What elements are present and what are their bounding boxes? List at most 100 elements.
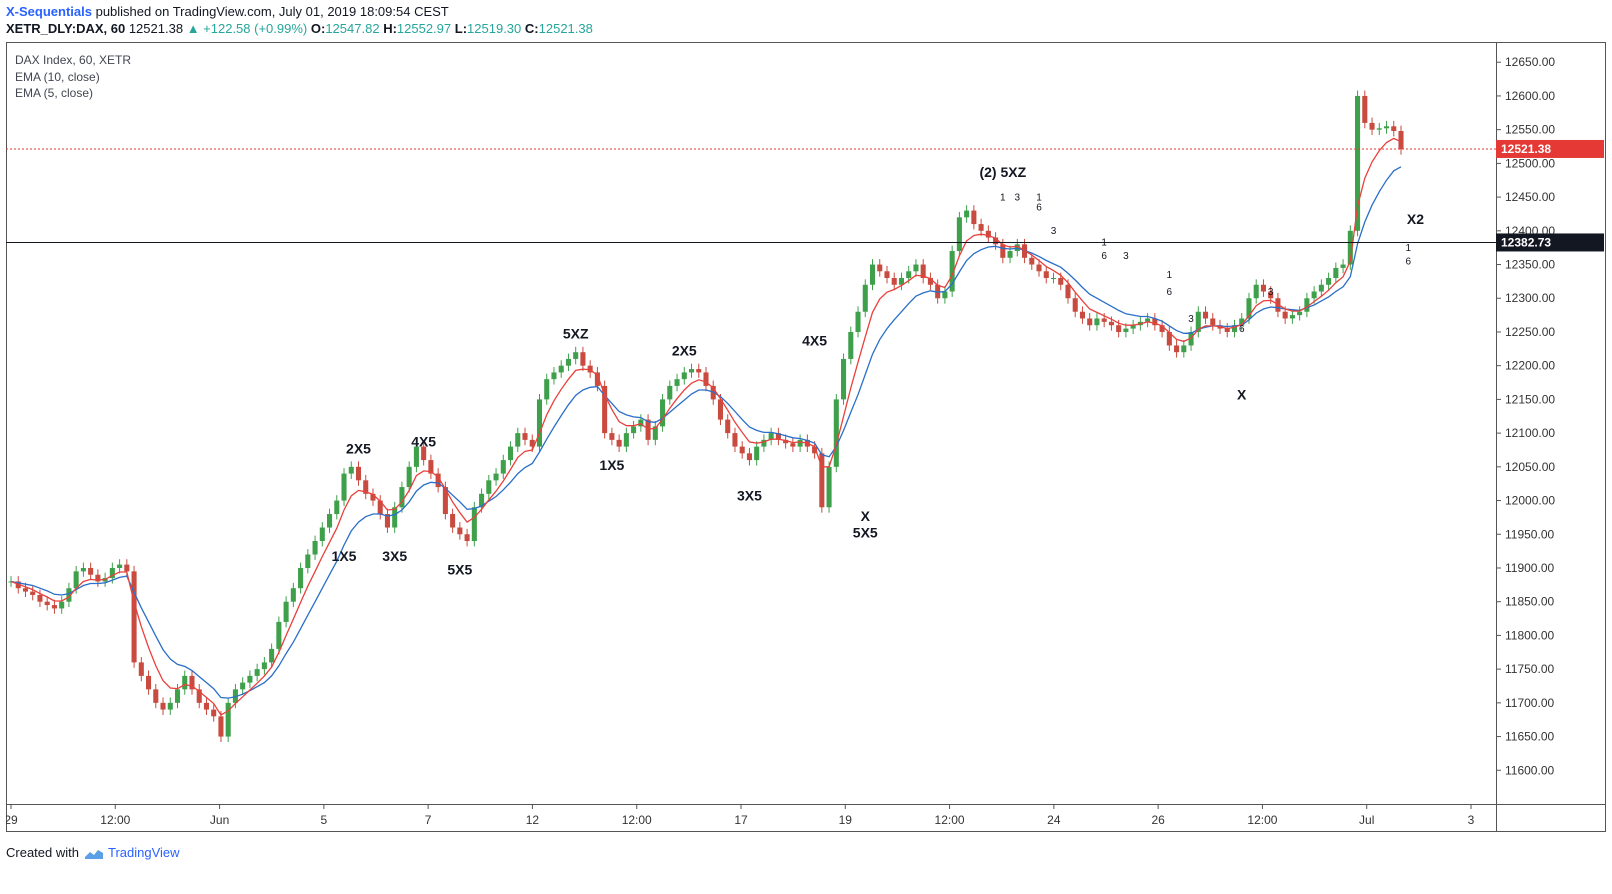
candle-body: [44, 601, 50, 606]
candle-body: [486, 480, 492, 494]
x-tick-label: 19: [839, 813, 853, 827]
candle-body: [167, 702, 173, 710]
candle-body: [1166, 331, 1172, 346]
candle-body: [1123, 328, 1129, 332]
candle-body: [319, 527, 325, 542]
y-tick-label: 12150.00: [1505, 392, 1555, 406]
candle-body: [30, 591, 36, 595]
author-link[interactable]: X-Sequentials: [6, 4, 92, 19]
sequence-label: 1X5: [332, 548, 357, 564]
price-chart[interactable]: 11600.00 11650.00 11700.00 11750.00 11800.00…: [4, 42, 1606, 832]
symbol-header: XETR_DLY:DAX, 60 12521.38 ▲ +122.58 (+0.…: [6, 21, 593, 36]
candle-body: [189, 675, 195, 690]
setup-count: 1: [1000, 192, 1006, 203]
candle-body: [254, 669, 260, 676]
candle-body: [298, 567, 304, 589]
candle-body: [993, 237, 999, 245]
price-badge-text: 12382.73: [1501, 235, 1551, 249]
candle-body: [1152, 318, 1158, 326]
candle-body: [551, 372, 557, 380]
candle-body: [746, 453, 752, 461]
publish-header: X-Sequentials published on TradingView.c…: [6, 4, 449, 19]
x-tick-label: 3: [1468, 813, 1475, 827]
candle-body: [399, 487, 405, 508]
candle-body: [761, 439, 767, 447]
candle-body: [688, 369, 695, 373]
candle-body: [1036, 264, 1042, 272]
tradingview-logo-icon: [84, 849, 103, 859]
legend-ema5[interactable]: EMA (5, close): [15, 86, 94, 100]
setup-count: 1: [1036, 192, 1042, 203]
symbol-name: XETR_DLY:DAX, 60: [6, 21, 126, 36]
candle-body: [500, 460, 506, 474]
candle-body: [1383, 126, 1390, 129]
candle-body: [1326, 278, 1332, 285]
candle-body: [1210, 318, 1216, 326]
low-label: L:: [454, 21, 468, 36]
candle-body: [544, 379, 550, 400]
setup-count: 3: [1188, 314, 1194, 325]
candle-body: [971, 210, 977, 225]
candle-body: [1058, 278, 1064, 285]
candle-body: [95, 574, 101, 582]
candle-body: [580, 352, 586, 366]
candle-body: [479, 493, 485, 508]
candle-body: [471, 507, 477, 542]
candle-body: [602, 385, 608, 434]
candle-body: [1029, 257, 1035, 265]
candle-body: [877, 264, 883, 272]
x-tick-label: 7: [425, 813, 432, 827]
candle-body: [674, 379, 680, 386]
candle-body: [775, 433, 781, 440]
candle-body: [442, 487, 448, 515]
candle-body: [1289, 315, 1295, 319]
candle-body: [855, 311, 861, 332]
candle-body: [891, 278, 897, 285]
candle-body: [146, 675, 152, 690]
candle-body: [261, 662, 267, 670]
y-tick-label: 12500.00: [1505, 156, 1555, 170]
candle-body: [450, 514, 456, 528]
sequence-label: (2) 5XZ: [979, 164, 1026, 180]
y-tick-label: 12450.00: [1505, 190, 1555, 204]
candle-body: [616, 439, 622, 447]
candle-body: [1195, 311, 1201, 332]
candle-body: [1007, 251, 1013, 258]
footer-created: Created with: [6, 845, 79, 860]
footer-brand[interactable]: TradingView: [108, 845, 180, 860]
x-tick-label: 12: [526, 813, 540, 827]
candle-body: [413, 446, 419, 467]
candle-body: [978, 224, 984, 231]
candle-body: [529, 439, 535, 447]
candle-body: [1130, 325, 1136, 329]
candle-body: [211, 709, 217, 717]
candle-body: [59, 601, 65, 609]
legend-symbol[interactable]: DAX Index, 60, XETR: [15, 53, 132, 67]
y-tick-label: 11700.00: [1505, 696, 1554, 710]
x-tick-label: 12:00: [100, 813, 130, 827]
candle-body: [1181, 345, 1187, 353]
candle-body: [73, 571, 79, 589]
candle-body: [334, 500, 340, 515]
setup-count: 1: [1405, 243, 1411, 254]
candle-body: [783, 439, 789, 444]
candle-body: [985, 230, 991, 238]
candle-body: [1116, 325, 1122, 332]
chart-area[interactable]: 11600.00 11650.00 11700.00 11750.00 11800.00…: [4, 42, 1606, 832]
candle-body: [739, 446, 745, 454]
high-label: H:: [383, 21, 397, 36]
candle-body: [768, 433, 774, 440]
sequence-label: 2X5: [346, 440, 371, 456]
candle-body: [1333, 267, 1339, 279]
candle-body: [826, 466, 832, 508]
sequence-label: 3X5: [737, 488, 762, 504]
y-tick-label: 11650.00: [1505, 730, 1554, 744]
candle-body: [1159, 325, 1165, 332]
candle-body: [22, 588, 29, 592]
candle-body: [732, 433, 738, 447]
candle-body: [1108, 321, 1114, 326]
candle-body: [247, 675, 253, 683]
candle-body: [457, 527, 463, 535]
legend-ema10[interactable]: EMA (10, close): [15, 69, 100, 84]
candle-body: [594, 372, 600, 386]
